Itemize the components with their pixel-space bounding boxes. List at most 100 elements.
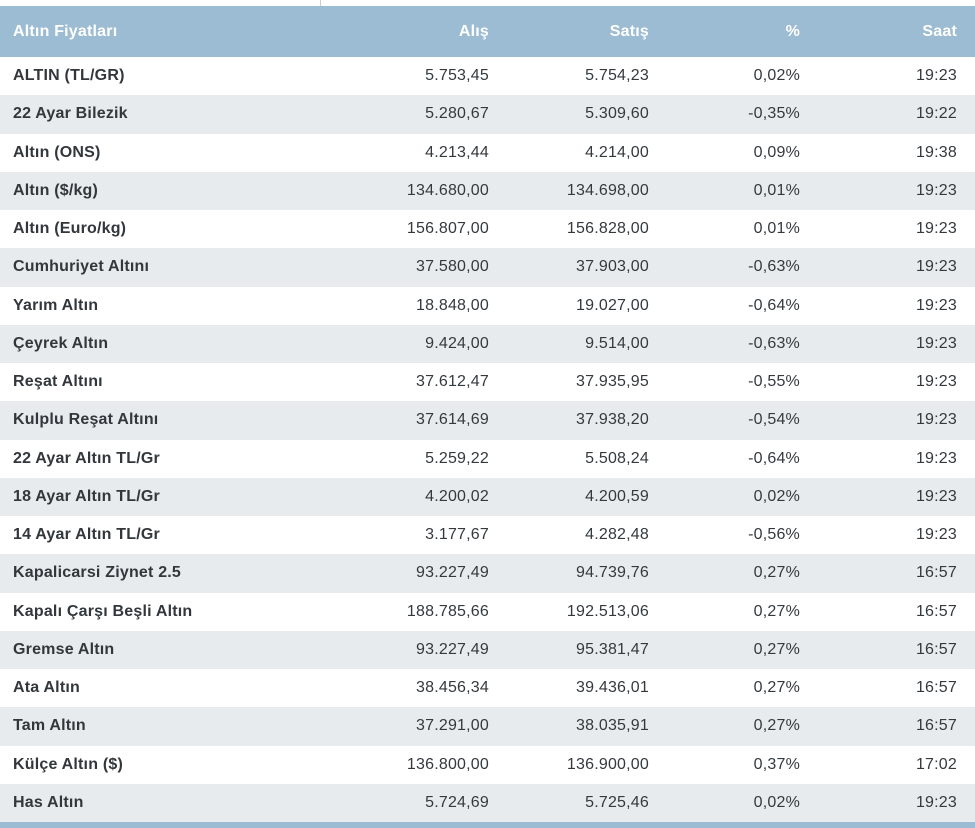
table-row[interactable]: Yarım Altın 18.848,00 19.027,00 -0,64% 1… bbox=[0, 286, 975, 325]
table-row[interactable]: Altın ($/kg) 134.680,00 134.698,00 0,01%… bbox=[0, 171, 975, 210]
table-row[interactable]: Tam Altın 37.291,00 38.035,91 0,27% 16:5… bbox=[0, 707, 975, 746]
top-strip bbox=[0, 0, 975, 6]
table-row[interactable]: 14 Ayar Altın TL/Gr 3.177,67 4.282,48 -0… bbox=[0, 516, 975, 555]
instrument-name: Altın ($/kg) bbox=[13, 181, 99, 199]
change-value: 0,27% bbox=[753, 717, 800, 735]
time-value: 16:57 bbox=[915, 717, 957, 735]
header-change: % bbox=[785, 22, 800, 40]
instrument-name: Kulplu Reşat Altını bbox=[13, 411, 159, 429]
instrument-name: Çeyrek Altın bbox=[13, 334, 109, 352]
instrument-name: 22 Ayar Bilezik bbox=[13, 105, 128, 123]
sell-value: 37.903,00 bbox=[576, 258, 649, 276]
time-value: 16:57 bbox=[915, 564, 957, 582]
time-value: 19:23 bbox=[915, 487, 957, 505]
time-value: 16:57 bbox=[915, 602, 957, 620]
table-row[interactable]: Cumhuriyet Altını 37.580,00 37.903,00 -0… bbox=[0, 248, 975, 287]
top-strip-divider bbox=[320, 0, 321, 6]
time-value: 19:23 bbox=[915, 449, 957, 467]
sell-value: 134.698,00 bbox=[566, 181, 649, 199]
change-value: 0,27% bbox=[753, 564, 800, 582]
buy-value: 37.291,00 bbox=[416, 717, 489, 735]
change-value: 0,27% bbox=[753, 602, 800, 620]
table-row[interactable]: 22 Ayar Altın TL/Gr 5.259,22 5.508,24 -0… bbox=[0, 439, 975, 478]
time-value: 19:23 bbox=[915, 373, 957, 391]
table-row[interactable]: Kapalı Çarşı Beşli Altın 188.785,66 192.… bbox=[0, 592, 975, 631]
sell-value: 156.828,00 bbox=[566, 220, 649, 238]
instrument-name: Yarım Altın bbox=[13, 296, 99, 314]
table-row[interactable]: Gremse Altın 93.227,49 95.381,47 0,27% 1… bbox=[0, 630, 975, 669]
sell-value: 95.381,47 bbox=[576, 640, 649, 658]
buy-value: 134.680,00 bbox=[406, 181, 489, 199]
change-value: -0,54% bbox=[748, 411, 800, 429]
sell-value: 5.754,23 bbox=[585, 67, 649, 85]
table-row[interactable]: Altın (ONS) 4.213,44 4.214,00 0,09% 19:3… bbox=[0, 133, 975, 172]
table-header: Altın Fiyatları Alış Satış % Saat bbox=[0, 6, 975, 57]
buy-value: 5.280,67 bbox=[425, 105, 489, 123]
buy-value: 93.227,49 bbox=[416, 564, 489, 582]
change-value: 0,27% bbox=[753, 679, 800, 697]
buy-value: 136.800,00 bbox=[406, 755, 489, 773]
buy-value: 3.177,67 bbox=[425, 526, 489, 544]
table-row[interactable]: Ata Altın 38.456,34 39.436,01 0,27% 16:5… bbox=[0, 669, 975, 708]
table-row[interactable]: ALTIN (TL/GR) 5.753,45 5.754,23 0,02% 19… bbox=[0, 57, 975, 96]
sell-value: 38.035,91 bbox=[576, 717, 649, 735]
table-row[interactable]: Kapalicarsi Ziynet 2.5 93.227,49 94.739,… bbox=[0, 554, 975, 593]
instrument-name: 18 Ayar Altın TL/Gr bbox=[13, 487, 160, 505]
sell-value: 5.508,24 bbox=[585, 449, 649, 467]
sell-value: 37.938,20 bbox=[576, 411, 649, 429]
sell-value: 4.214,00 bbox=[585, 143, 649, 161]
header-buy: Alış bbox=[458, 22, 489, 40]
table-row[interactable]: Kulplu Reşat Altını 37.614,69 37.938,20 … bbox=[0, 401, 975, 440]
buy-value: 18.848,00 bbox=[416, 296, 489, 314]
sell-value: 5.725,46 bbox=[585, 793, 649, 811]
time-value: 17:02 bbox=[915, 755, 957, 773]
change-value: -0,63% bbox=[748, 334, 800, 352]
header-name: Altın Fiyatları bbox=[13, 22, 118, 40]
table-row[interactable]: Reşat Altını 37.612,47 37.935,95 -0,55% … bbox=[0, 363, 975, 402]
sell-value: 4.282,48 bbox=[585, 526, 649, 544]
sell-value: 192.513,06 bbox=[566, 602, 649, 620]
buy-value: 4.200,02 bbox=[425, 487, 489, 505]
change-value: 0,02% bbox=[753, 487, 800, 505]
table-row[interactable]: Has Altın 5.724,69 5.725,46 0,02% 19:23 bbox=[0, 783, 975, 822]
change-value: -0,56% bbox=[748, 526, 800, 544]
time-value: 19:23 bbox=[915, 258, 957, 276]
header-sell: Satış bbox=[609, 22, 649, 40]
buy-value: 188.785,66 bbox=[406, 602, 489, 620]
sell-value: 94.739,76 bbox=[576, 564, 649, 582]
change-value: 0,01% bbox=[753, 220, 800, 238]
instrument-name: ALTIN (TL/GR) bbox=[13, 67, 125, 85]
table-row[interactable]: Külçe Altın ($) 136.800,00 136.900,00 0,… bbox=[0, 745, 975, 784]
table-row[interactable]: Altın (Euro/kg) 156.807,00 156.828,00 0,… bbox=[0, 210, 975, 249]
instrument-name: Altın (Euro/kg) bbox=[13, 220, 127, 238]
instrument-name: Gremse Altın bbox=[13, 640, 115, 658]
change-value: 0,02% bbox=[753, 793, 800, 811]
instrument-name: Tam Altın bbox=[13, 717, 86, 735]
change-value: 0,09% bbox=[753, 143, 800, 161]
buy-value: 156.807,00 bbox=[406, 220, 489, 238]
time-value: 16:57 bbox=[915, 640, 957, 658]
change-value: 0,02% bbox=[753, 67, 800, 85]
instrument-name: Has Altın bbox=[13, 793, 84, 811]
sell-value: 9.514,00 bbox=[585, 334, 649, 352]
buy-value: 4.213,44 bbox=[425, 143, 489, 161]
instrument-name: Altın (ONS) bbox=[13, 143, 101, 161]
time-value: 16:57 bbox=[915, 679, 957, 697]
sell-value: 37.935,95 bbox=[576, 373, 649, 391]
table-row[interactable]: Çeyrek Altın 9.424,00 9.514,00 -0,63% 19… bbox=[0, 324, 975, 363]
header-row: Altın Fiyatları Alış Satış % Saat bbox=[0, 6, 975, 57]
change-value: -0,64% bbox=[748, 449, 800, 467]
time-value: 19:23 bbox=[915, 793, 957, 811]
time-value: 19:38 bbox=[915, 143, 957, 161]
time-value: 19:23 bbox=[915, 181, 957, 199]
table-row[interactable]: 18 Ayar Altın TL/Gr 4.200,02 4.200,59 0,… bbox=[0, 477, 975, 516]
sell-value: 4.200,59 bbox=[585, 487, 649, 505]
change-value: -0,64% bbox=[748, 296, 800, 314]
buy-value: 9.424,00 bbox=[425, 334, 489, 352]
time-value: 19:23 bbox=[915, 296, 957, 314]
table-row[interactable]: 22 Ayar Bilezik 5.280,67 5.309,60 -0,35%… bbox=[0, 95, 975, 134]
instrument-name: Reşat Altını bbox=[13, 373, 103, 391]
change-value: 0,37% bbox=[753, 755, 800, 773]
sell-value: 39.436,01 bbox=[576, 679, 649, 697]
price-table-body: ALTIN (TL/GR) 5.753,45 5.754,23 0,02% 19… bbox=[0, 57, 975, 822]
